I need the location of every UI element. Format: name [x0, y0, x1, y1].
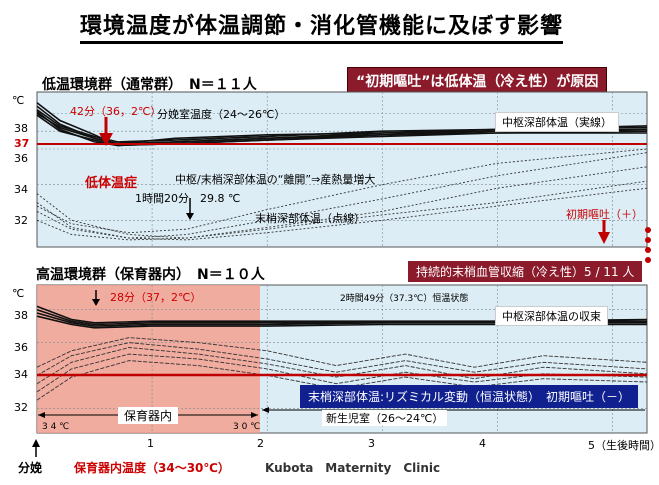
- bottom-series-line-7: [36, 347, 648, 385]
- bottom-series-line-3: [36, 312, 647, 327]
- bottom-series-line-8: [36, 353, 648, 393]
- xtick-3: 3: [368, 437, 375, 450]
- min-point-label: 1時間20分 29.8 ℃: [135, 192, 241, 205]
- birth-label: 分娩: [18, 461, 43, 475]
- xtick-1: 1: [147, 437, 154, 450]
- room-temp-label: 分娩室温度（24～26℃）: [157, 108, 286, 121]
- bottom-series-line-6: [36, 342, 648, 376]
- top-series-line-8: [36, 187, 648, 241]
- bottom-arrow-label: 28分（37，2℃）: [110, 291, 202, 304]
- top-series-line-10: [36, 180, 648, 241]
- stable-label: 2時間49分（37.3℃）恒温状態: [340, 294, 469, 304]
- incubator-span-left: [38, 412, 45, 418]
- bottom-ytick-38: 38: [14, 309, 28, 322]
- bottom-series-line-2: [36, 308, 647, 326]
- slide-title: 環境温度が体温調節・消化管機能に及ぼす影響: [80, 8, 564, 44]
- birth-arrow-head: [32, 439, 40, 447]
- top-series-line-7: [36, 166, 648, 239]
- incubator-label: 保育器内: [118, 407, 179, 424]
- bottom-series: [36, 305, 648, 401]
- bottom-ytick-34: 34: [14, 368, 28, 381]
- vasoconstriction-box: 持続的末梢血管収縮（冷え性）5 / 11 人: [408, 261, 643, 282]
- xtick-4: 4: [479, 437, 486, 450]
- red-dots: [645, 227, 651, 263]
- bottom-group-label: 高温環境群（保育器内） N＝１０人: [36, 267, 265, 283]
- top-ytick-38: 38: [14, 122, 28, 135]
- core-label: 中枢深部体温（実線）: [495, 112, 619, 132]
- bottom-ytick-36: 36: [14, 341, 28, 354]
- top-series-line-11: [36, 148, 648, 234]
- bottom-series-line-4: [36, 315, 647, 329]
- vomit-arrow-head: [598, 232, 610, 244]
- hypothermia-label: 低体温症: [85, 176, 138, 191]
- top-ylabel: ℃: [12, 94, 25, 107]
- top-arrow-label: 42分（36，2℃）: [70, 105, 162, 118]
- rhythm-box: 末梢深部体温:リズミカル変動（恒温状態） 初期嘔吐（－）: [300, 385, 639, 408]
- bottom-ylabel: ℃: [12, 287, 25, 300]
- xtick-5: 5（生後時間）: [588, 439, 659, 452]
- min-arrow-head: [186, 213, 194, 220]
- top-ytick-36: 36: [14, 152, 28, 165]
- dissociation-label: 中枢/末梢深部体温の“離開”⇒産熱量増大: [175, 173, 376, 186]
- peripheral-label: 末梢深部体温（点線）: [255, 212, 365, 225]
- bottom-series-line-5: [36, 337, 648, 368]
- top-ytick-32: 32: [14, 214, 28, 227]
- nursery-label: 新生児室（26～24℃）: [322, 410, 448, 426]
- incubator-temp-start: 3 4 ℃: [42, 422, 70, 432]
- xtick-2: 2: [257, 437, 264, 450]
- top-series: [36, 102, 648, 241]
- incubator-temp-label: 保育器内温度（34～30℃）: [74, 461, 230, 475]
- nursery-span-left: [262, 407, 269, 413]
- top-group-label: 低温環境群（通常群） N＝１１人: [42, 77, 257, 93]
- bottom-series-line-9: [36, 360, 648, 401]
- cause-box: “初期嘔吐”は低体温（冷え性）が原因: [347, 67, 608, 95]
- top-series-line-4: [36, 112, 648, 145]
- bottom-arrow-head: [92, 299, 100, 306]
- incubator-temp-end: 3 0 ℃: [233, 422, 261, 432]
- incubator-span-right: [251, 412, 258, 418]
- clinic-name: Kubota Maternity Clinic: [265, 461, 441, 475]
- top-ytick-37: 37: [14, 137, 30, 150]
- top-ytick-34: 34: [14, 183, 28, 196]
- core-converge-label: 中枢深部体温の収束: [495, 306, 608, 326]
- top-series-line-9: [36, 152, 648, 239]
- vomit-label: 初期嘔吐（＋）: [566, 208, 643, 221]
- bottom-ytick-32: 32: [14, 401, 28, 414]
- top-arrow-head: [99, 133, 113, 146]
